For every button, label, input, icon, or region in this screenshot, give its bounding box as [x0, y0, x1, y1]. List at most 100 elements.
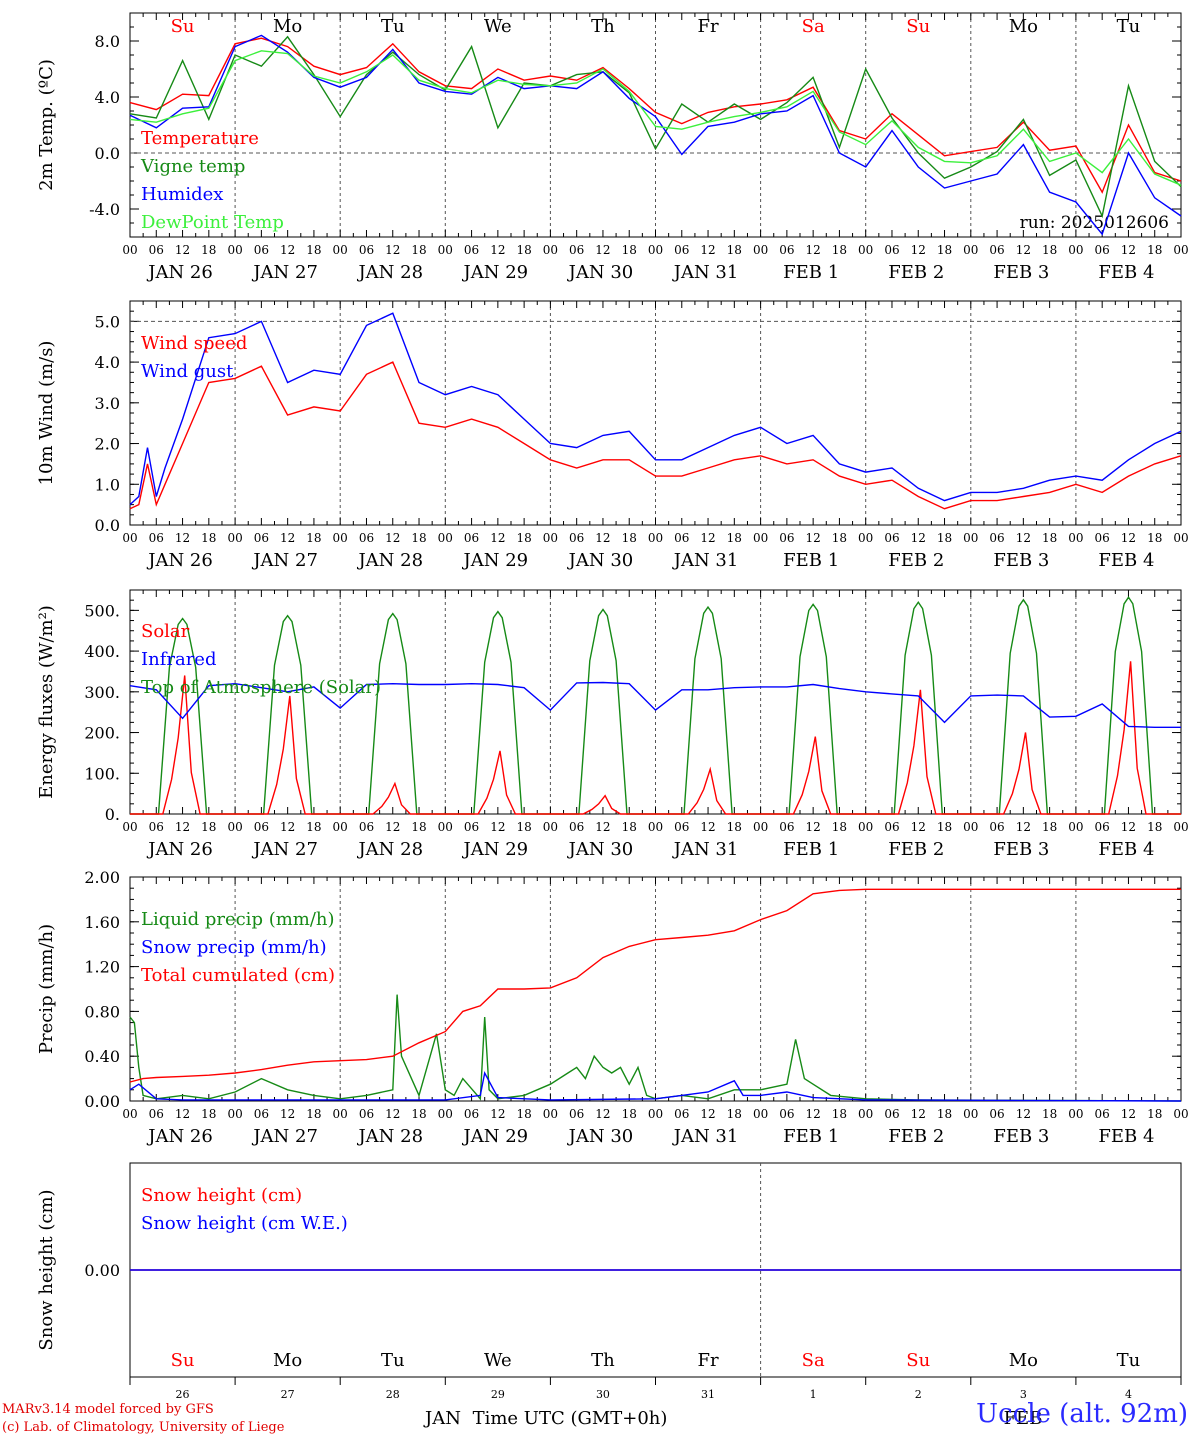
hour-tick-label: 00	[648, 243, 663, 257]
hour-tick-label: 00	[122, 243, 137, 257]
hour-tick-label: 12	[911, 531, 926, 545]
hour-tick-label: 06	[884, 820, 899, 834]
hour-tick-label: 18	[201, 1107, 216, 1121]
hour-tick-label: 00	[648, 531, 663, 545]
weekday-label: We	[484, 1350, 512, 1371]
weekday-label: Su	[171, 1350, 195, 1371]
hour-tick-label: 06	[674, 1107, 689, 1121]
hour-tick-label: 06	[149, 243, 164, 257]
legend-item: Infrared	[141, 649, 216, 670]
hour-tick-label: 06	[1095, 1107, 1110, 1121]
date-label: JAN 30	[567, 550, 634, 571]
date-label: FEB 1	[783, 1126, 839, 1147]
legend-item: Temperature	[141, 128, 259, 149]
hour-tick-label: 00	[648, 1107, 663, 1121]
hour-tick-label: 12	[385, 1107, 400, 1121]
hour-tick-label: 18	[727, 531, 742, 545]
hour-tick-label: 18	[411, 820, 426, 834]
hour-tick-label: 06	[149, 1107, 164, 1121]
day-number-label: 3	[1020, 1388, 1027, 1401]
weekday-label: Mo	[1009, 1350, 1038, 1371]
date-label: JAN 27	[251, 1126, 318, 1147]
hour-tick-label: 00	[648, 820, 663, 834]
hour-tick-label: 06	[254, 243, 269, 257]
y-tick-label: 1.0	[95, 475, 120, 494]
hour-tick-label: 18	[306, 820, 321, 834]
hour-tick-label: 12	[1016, 531, 1031, 545]
hour-tick-label: 06	[254, 531, 269, 545]
y-tick-label: 200.	[84, 724, 120, 743]
hour-tick-label: 18	[1042, 1107, 1057, 1121]
date-label: FEB 2	[888, 262, 944, 283]
date-label: FEB 3	[993, 550, 1049, 571]
date-label: JAN 28	[356, 262, 423, 283]
hour-tick-label: 00	[1173, 531, 1188, 545]
hour-tick-label: 00	[858, 243, 873, 257]
hour-tick-label: 12	[1121, 1107, 1136, 1121]
hour-tick-label: 06	[674, 243, 689, 257]
hour-tick-label: 00	[1173, 1107, 1188, 1121]
hour-tick-label: 00	[543, 1107, 558, 1121]
date-label: FEB 2	[888, 839, 944, 860]
panel-2: 00 06 12 18 00 06 12 18 00 06 12 18 00 06 12 18 00 06 12 18…	[36, 300, 1189, 571]
date-label: JAN 29	[462, 1126, 529, 1147]
series-line-dewpoint-temp	[129, 50, 1182, 186]
y-tick-label: 0.40	[84, 1047, 120, 1066]
hour-tick-label: 18	[937, 820, 952, 834]
hour-tick-label: 00	[753, 1107, 768, 1121]
date-label: JAN 31	[672, 1126, 739, 1147]
date-label: FEB 4	[1098, 839, 1154, 860]
hour-tick-label: 12	[280, 820, 295, 834]
weekday-label: Mo	[273, 16, 302, 37]
weekday-label: Su	[906, 1350, 930, 1371]
hour-tick-label: 00	[438, 243, 453, 257]
hour-tick-label: 12	[1121, 820, 1136, 834]
legend-item: Snow height (cm)	[141, 1185, 302, 1206]
hour-tick-label: 12	[911, 243, 926, 257]
date-label: JAN 27	[251, 550, 318, 571]
hour-tick-label: 12	[490, 820, 505, 834]
panel-3: 00 06 12 18 00 06 12 18 00 06 12 18 00 06 12 18 00 06 12 18…	[36, 589, 1189, 860]
date-label: JAN 26	[146, 1126, 213, 1147]
hour-tick-label: 12	[806, 820, 821, 834]
hour-tick-label: 12	[595, 243, 610, 257]
month-label-jan: JAN	[423, 1408, 461, 1429]
legend-item: Liquid precip (mm/h)	[141, 909, 335, 930]
date-label: JAN 31	[672, 550, 739, 571]
hour-tick-label: 12	[175, 531, 190, 545]
date-label: JAN 27	[251, 839, 318, 860]
hour-tick-label: 18	[832, 531, 847, 545]
hour-tick-label: 00	[858, 820, 873, 834]
date-label: JAN 30	[567, 1126, 634, 1147]
legend-item: Total cumulated (cm)	[141, 965, 335, 986]
hour-tick-label: 12	[1016, 243, 1031, 257]
plot-frame	[129, 589, 1182, 815]
hour-tick-label: 12	[385, 820, 400, 834]
y-tick-label: 400.	[84, 642, 120, 661]
hour-tick-label: 12	[175, 820, 190, 834]
date-label: JAN 26	[146, 262, 213, 283]
series-line-snow-precip-mm-h-	[129, 1070, 1182, 1102]
day-number-label: 4	[1125, 1388, 1132, 1401]
hour-tick-label: 00	[333, 531, 348, 545]
weekday-label: Sa	[802, 1350, 825, 1371]
panel-5: 26 27 28 29 30 31 1 2 3 4 Su Mo Tu We Th Fr Sa Su Mo Tu JAN F…	[36, 1162, 1182, 1429]
hour-tick-label: 12	[1121, 531, 1136, 545]
weekday-label: Tu	[1117, 1350, 1141, 1371]
date-label: JAN 29	[462, 839, 529, 860]
hour-tick-label: 00	[438, 531, 453, 545]
hour-tick-label: 00	[122, 531, 137, 545]
panel-1: 00 06 12 18 00 06 12 18 00 06 12 18 00 06 12 18 00 06 12 18…	[36, 12, 1189, 283]
hour-tick-label: 00	[963, 820, 978, 834]
panel-4: 00 06 12 18 00 06 12 18 00 06 12 18 00 06 12 18 00 06 12 18…	[36, 868, 1189, 1147]
date-label: JAN 29	[462, 262, 529, 283]
date-label: FEB 2	[888, 1126, 944, 1147]
hour-tick-label: 12	[490, 1107, 505, 1121]
y-axis-title: Energy fluxes (W/m²)	[36, 605, 57, 799]
hour-tick-label: 06	[779, 531, 794, 545]
hour-tick-label: 18	[306, 531, 321, 545]
hour-tick-label: 06	[359, 243, 374, 257]
y-tick-label: 1.60	[84, 913, 120, 932]
date-label: FEB 4	[1098, 1126, 1154, 1147]
